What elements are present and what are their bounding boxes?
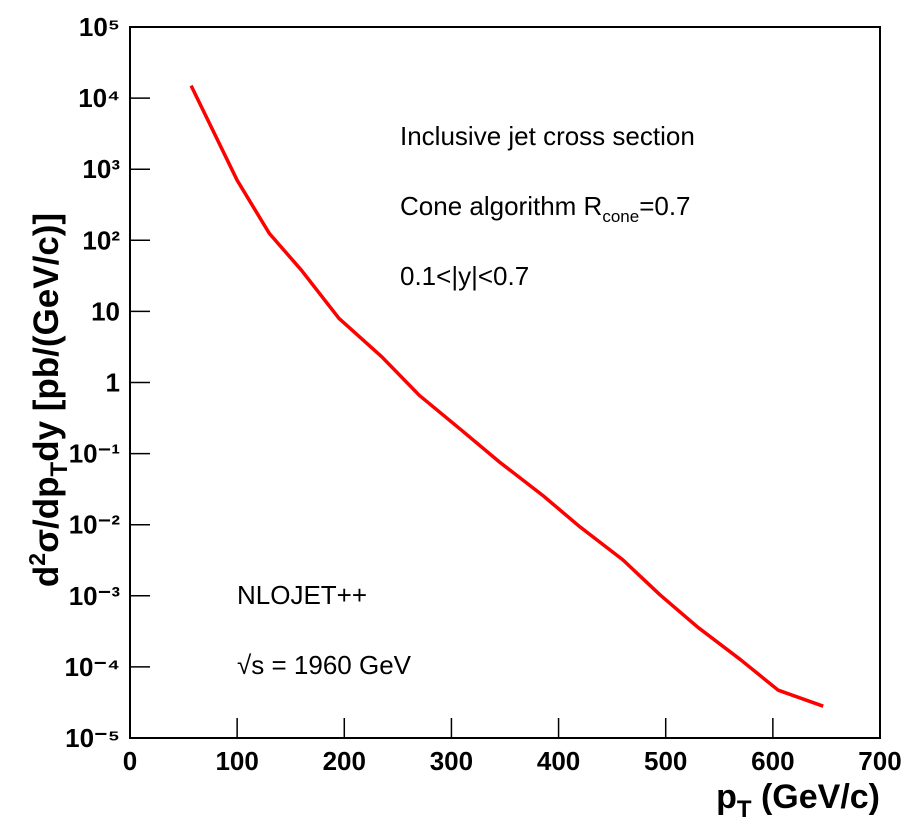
y-tick-label: 10: [91, 296, 120, 326]
data-line: [189, 84, 824, 708]
x-tick-label: 400: [537, 746, 580, 776]
x-tick-label: 200: [323, 746, 366, 776]
annotation-part: Cone algorithm R: [400, 191, 602, 221]
y-label-part: σ/dp: [27, 476, 66, 552]
annotation-sub: cone: [602, 207, 639, 226]
annotation: √s = 1960 GeV: [237, 650, 412, 680]
x-tick-label: 300: [430, 746, 473, 776]
y-tick-label: 10³: [82, 154, 120, 184]
annotation: 0.1<|y|<0.7: [400, 261, 529, 291]
x-label-part: (GeV/c): [752, 778, 880, 816]
y-tick-label: 10²: [82, 225, 120, 255]
y-label-part: d: [27, 566, 66, 587]
x-tick-label: 500: [644, 746, 687, 776]
y-label-sub: T: [46, 461, 73, 476]
x-label-sub: T: [737, 796, 752, 822]
y-tick-label: 10⁻⁵: [65, 723, 120, 753]
x-label-part: p: [716, 778, 737, 816]
y-tick-label: 10⁵: [79, 12, 120, 42]
x-tick-label: 600: [751, 746, 794, 776]
x-tick-label: 100: [215, 746, 258, 776]
y-tick-label: 10⁻²: [69, 510, 121, 540]
annotation: Cone algorithm Rcone=0.7: [400, 191, 691, 226]
y-tick-label: 1: [106, 368, 120, 398]
x-tick-label: 700: [858, 746, 901, 776]
y-label-part: dy [pb/(GeV/c)]: [27, 213, 66, 462]
y-axis-label: d2σ/dpTdy [pb/(GeV/c)]: [24, 213, 73, 587]
annotation: Inclusive jet cross section: [400, 121, 695, 151]
annotation-part: =0.7: [639, 191, 690, 221]
y-tick-label: 10⁻⁴: [64, 652, 120, 682]
y-tick-label: 10⁻¹: [69, 439, 120, 469]
x-tick-label: 0: [123, 746, 137, 776]
y-tick-label: 10⁴: [78, 83, 120, 113]
annotation: NLOJET++: [237, 580, 367, 610]
y-label-sup: 2: [24, 553, 50, 566]
y-tick-label: 10⁻³: [69, 581, 121, 611]
x-axis-label: pT (GeV/c): [716, 778, 880, 822]
